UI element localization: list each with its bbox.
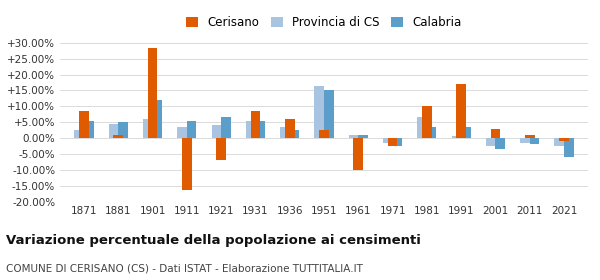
Bar: [530, 138, 539, 144]
Bar: [422, 106, 431, 138]
Bar: [554, 138, 564, 146]
Bar: [525, 135, 535, 138]
Bar: [388, 138, 397, 146]
Bar: [251, 111, 260, 138]
Bar: [143, 119, 152, 138]
Bar: [187, 121, 196, 138]
Bar: [314, 86, 324, 138]
Bar: [417, 117, 427, 138]
Bar: [221, 117, 231, 138]
Bar: [324, 90, 334, 138]
Bar: [349, 135, 358, 138]
Bar: [496, 138, 505, 149]
Bar: [383, 138, 392, 143]
Bar: [212, 125, 221, 138]
Bar: [148, 48, 157, 138]
Bar: [280, 127, 290, 138]
Bar: [427, 127, 436, 138]
Bar: [486, 138, 496, 146]
Bar: [118, 122, 128, 138]
Bar: [246, 121, 256, 138]
Bar: [392, 138, 402, 146]
Bar: [74, 130, 84, 138]
Bar: [109, 124, 118, 138]
Bar: [559, 138, 569, 141]
Text: Variazione percentuale della popolazione ai censimenti: Variazione percentuale della popolazione…: [6, 234, 421, 247]
Bar: [256, 121, 265, 138]
Bar: [290, 130, 299, 138]
Bar: [182, 138, 191, 190]
Legend: Cerisano, Provincia di CS, Calabria: Cerisano, Provincia di CS, Calabria: [182, 13, 466, 33]
Text: COMUNE DI CERISANO (CS) - Dati ISTAT - Elaborazione TUTTITALIA.IT: COMUNE DI CERISANO (CS) - Dati ISTAT - E…: [6, 263, 363, 274]
Bar: [113, 135, 123, 138]
Bar: [152, 100, 162, 138]
Bar: [520, 138, 530, 143]
Bar: [177, 127, 187, 138]
Bar: [217, 138, 226, 160]
Bar: [319, 130, 329, 138]
Bar: [285, 119, 295, 138]
Bar: [358, 135, 368, 138]
Bar: [564, 138, 574, 157]
Bar: [457, 84, 466, 138]
Bar: [84, 121, 94, 138]
Bar: [461, 127, 471, 138]
Bar: [491, 129, 500, 138]
Bar: [353, 138, 363, 170]
Bar: [79, 111, 89, 138]
Bar: [452, 136, 461, 138]
